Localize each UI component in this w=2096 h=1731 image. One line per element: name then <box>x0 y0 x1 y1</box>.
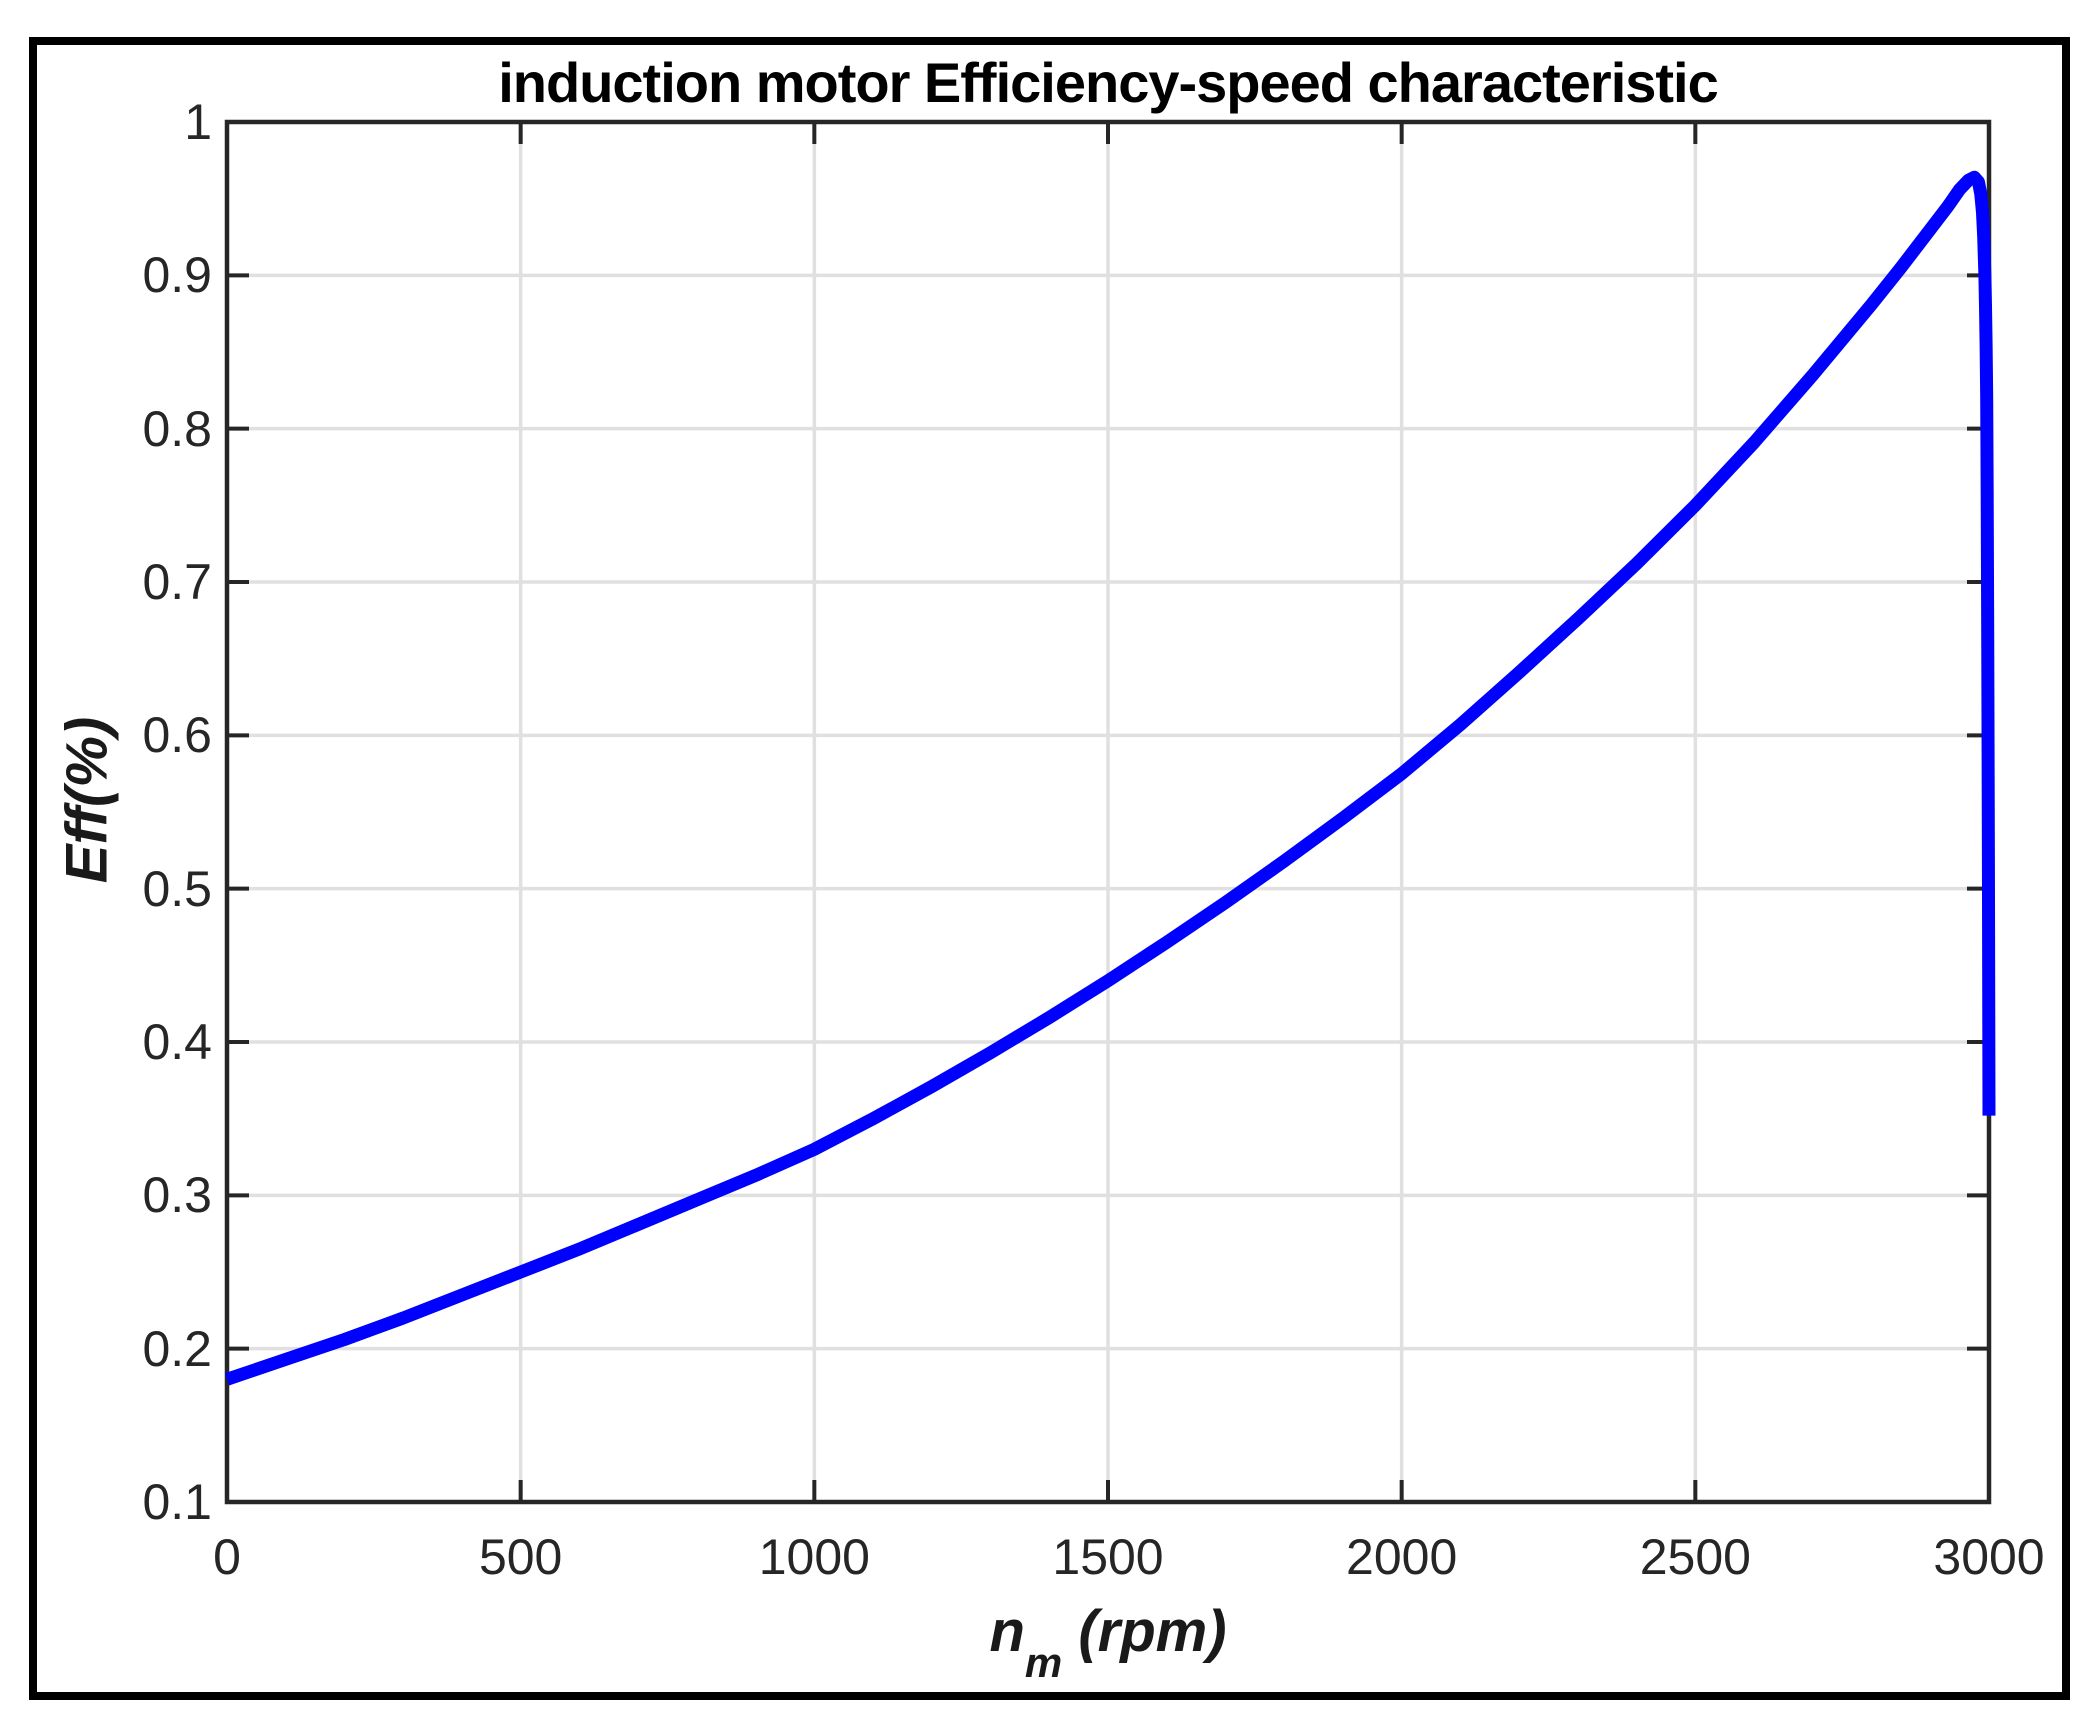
y-axis-label: Eff(%) <box>54 716 120 884</box>
x-tick-label: 500 <box>478 1529 563 1585</box>
x-axis-label-subscript: m <box>1024 1639 1063 1686</box>
x-tick-label: 2500 <box>1639 1529 1751 1585</box>
y-tick-label: 0.4 <box>142 1014 212 1070</box>
y-tick-label: 1 <box>184 94 212 150</box>
x-axis-label-units: (rpm) <box>1062 1599 1227 1664</box>
y-tick-label: 0.2 <box>142 1320 212 1377</box>
figure-border <box>29 37 2070 1700</box>
y-tick-label: 0.9 <box>142 247 212 304</box>
y-tick-label: 0.7 <box>142 554 212 610</box>
chart-title: induction motor Efficiency-speed charact… <box>498 51 1719 114</box>
x-tick-label: 3000 <box>1933 1529 2045 1585</box>
y-tick-label: 0.5 <box>142 860 212 917</box>
y-tick-label: 0.3 <box>142 1167 212 1224</box>
x-tick-label: 1000 <box>758 1529 870 1585</box>
efficiency-curve <box>224 170 1996 1386</box>
x-tick-label: 2000 <box>1346 1529 1458 1585</box>
x-axis-label: nm (rpm) <box>227 1598 1989 1687</box>
y-tick-label: 0.6 <box>142 707 212 764</box>
y-tick-label: 0.1 <box>142 1474 212 1530</box>
y-tick-label: 0.8 <box>142 400 212 457</box>
x-tick-label: 0 <box>213 1529 241 1585</box>
x-axis-label-symbol: n <box>989 1599 1025 1664</box>
x-tick-label: 1500 <box>1052 1529 1164 1585</box>
